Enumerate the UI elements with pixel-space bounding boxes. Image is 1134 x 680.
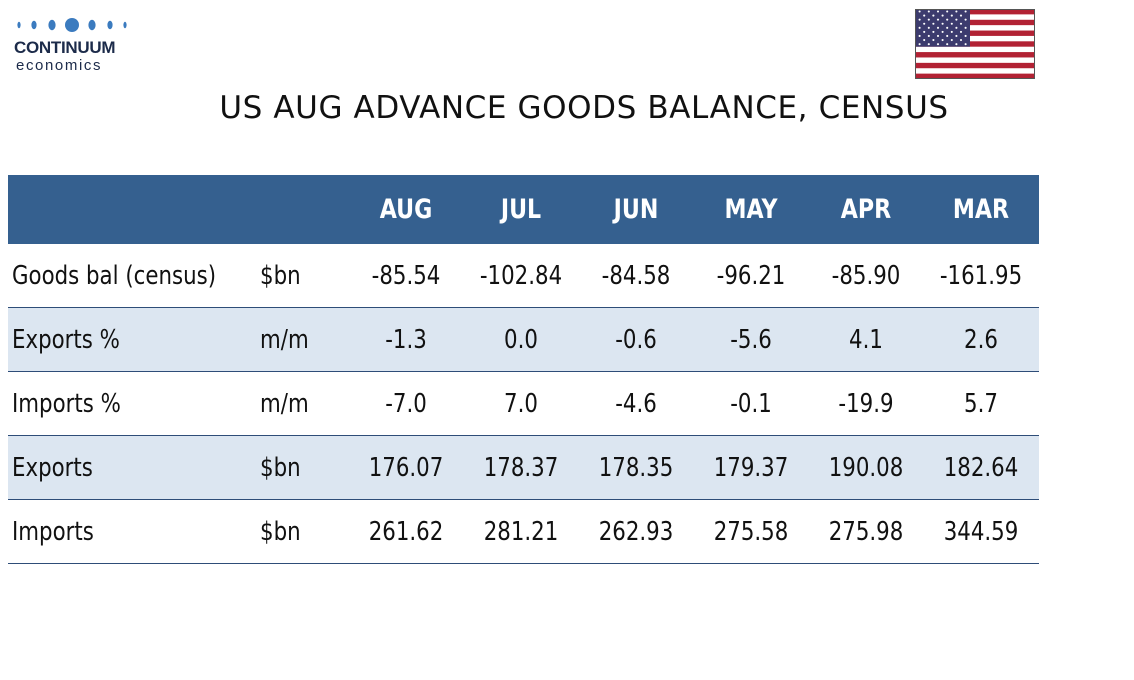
- table-header-row: AUG JUL JUN MAY APR MAR: [8, 175, 1039, 244]
- table-cell: -0.6: [615, 324, 657, 355]
- table-cell: 190.08: [828, 452, 904, 483]
- row-label: Exports: [12, 452, 93, 483]
- column-header: MAR: [952, 194, 1010, 225]
- table-cell: 182.64: [943, 452, 1019, 483]
- row-label: Imports: [12, 516, 94, 547]
- table-cell: -7.0: [385, 388, 427, 419]
- table-cell: 178.35: [598, 452, 674, 483]
- column-header: JUN: [613, 194, 659, 225]
- table-row: Exports $bn 176.07 178.37 178.35 179.37 …: [8, 436, 1039, 500]
- continuum-economics-logo: CONTINUUM economics: [14, 14, 134, 76]
- row-unit: m/m: [260, 324, 309, 355]
- table-row: Imports $bn 261.62 281.21 262.93 275.58 …: [8, 500, 1039, 564]
- column-header: AUG: [379, 194, 433, 225]
- table-cell: -4.6: [615, 388, 657, 419]
- row-unit: m/m: [260, 388, 309, 419]
- logo-subtitle: economics: [16, 57, 103, 74]
- row-label: Imports %: [12, 388, 121, 419]
- table-cell: -1.3: [385, 324, 427, 355]
- table-row: Exports % m/m -1.3 0.0 -0.6 -5.6 4.1 2.6: [8, 308, 1039, 372]
- page-title: US AUG ADVANCE GOODS BALANCE, CENSUS: [219, 90, 949, 126]
- table-cell: 275.58: [713, 516, 789, 547]
- table-cell: -85.90: [831, 260, 901, 291]
- table-cell: 0.0: [504, 324, 538, 355]
- us-flag-icon: [915, 9, 1035, 79]
- column-header: MAY: [724, 194, 778, 225]
- table-cell: 4.1: [849, 324, 883, 355]
- table-cell: 176.07: [368, 452, 444, 483]
- table-cell: 5.7: [964, 388, 998, 419]
- table-cell: -84.58: [601, 260, 671, 291]
- table-cell: 179.37: [713, 452, 789, 483]
- table-cell: -102.84: [479, 260, 563, 291]
- table-cell: 7.0: [504, 388, 538, 419]
- table-cell: 2.6: [964, 324, 998, 355]
- table-cell: -85.54: [371, 260, 441, 291]
- goods-balance-table: AUG JUL JUN MAY APR MAR Goods bal (censu…: [8, 175, 1039, 564]
- logo-dots-icon: [17, 18, 127, 32]
- column-header: JUL: [500, 194, 542, 225]
- table-cell: -161.95: [939, 260, 1023, 291]
- row-label: Goods bal (census): [12, 260, 217, 291]
- table-cell: 262.93: [598, 516, 674, 547]
- table-cell: -96.21: [716, 260, 786, 291]
- row-unit: $bn: [260, 260, 301, 291]
- table-cell: -19.9: [838, 388, 894, 419]
- table-row: Imports % m/m -7.0 7.0 -4.6 -0.1 -19.9 5…: [8, 372, 1039, 436]
- table-cell: 344.59: [943, 516, 1019, 547]
- column-header: APR: [840, 194, 892, 225]
- row-label: Exports %: [12, 324, 120, 355]
- table-cell: 261.62: [368, 516, 444, 547]
- table-row: Goods bal (census) $bn -85.54 -102.84 -8…: [8, 244, 1039, 308]
- row-unit: $bn: [260, 516, 301, 547]
- table-cell: -5.6: [730, 324, 772, 355]
- table-cell: -0.1: [730, 388, 772, 419]
- table-cell: 178.37: [483, 452, 559, 483]
- logo-name: CONTINUUM: [14, 38, 116, 57]
- table-cell: 281.21: [483, 516, 559, 547]
- row-unit: $bn: [260, 452, 301, 483]
- table-cell: 275.98: [828, 516, 904, 547]
